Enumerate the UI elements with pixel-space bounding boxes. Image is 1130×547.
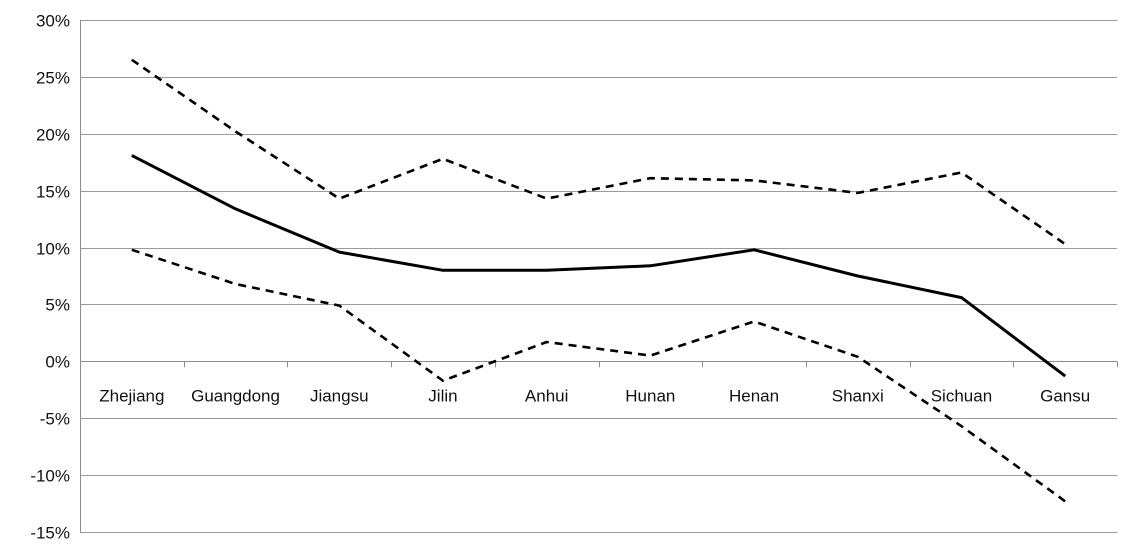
x-tick-label: Zhejiang: [99, 386, 164, 405]
y-tick-label: -5%: [40, 410, 70, 429]
y-tick-label: 25%: [36, 69, 70, 88]
y-tick-label: 5%: [45, 296, 70, 315]
y-tick-label: 10%: [36, 240, 70, 259]
y-axis-tick-labels: -15% -10% -5% 0% 5% 10% 15% 20% 25% 30%: [30, 12, 70, 543]
y-tick-label: 20%: [36, 126, 70, 145]
x-tick-label: Guangdong: [191, 386, 280, 405]
x-tick-label: Henan: [729, 386, 779, 405]
series-line-1-dashed: [131, 58, 1066, 246]
axes: [80, 20, 1118, 532]
x-axis-tick-labels: Zhejiang Guangdong Jiangsu Jilin Anhui Hunan H…: [99, 386, 1090, 405]
series-lines: [131, 58, 1067, 503]
x-tick-label: Anhui: [525, 386, 568, 405]
x-tick-label: Gansu: [1040, 386, 1090, 405]
series-line-3-dashed: [131, 248, 1066, 503]
x-tick-label: Sichuan: [931, 386, 992, 405]
y-tick-label: -15%: [30, 524, 70, 543]
y-tick-label: 15%: [36, 183, 70, 202]
x-tick-label: Jilin: [428, 386, 457, 405]
x-tick-label: Hunan: [625, 386, 675, 405]
y-tick-label: 0%: [45, 353, 70, 372]
x-tick-label: Shanxi: [832, 386, 884, 405]
series-line-2-solid: [131, 154, 1067, 378]
gridlines: [80, 20, 1117, 533]
y-tick-label: 30%: [36, 12, 70, 31]
y-tick-label: -10%: [30, 467, 70, 486]
x-tick-label: Jiangsu: [310, 386, 369, 405]
